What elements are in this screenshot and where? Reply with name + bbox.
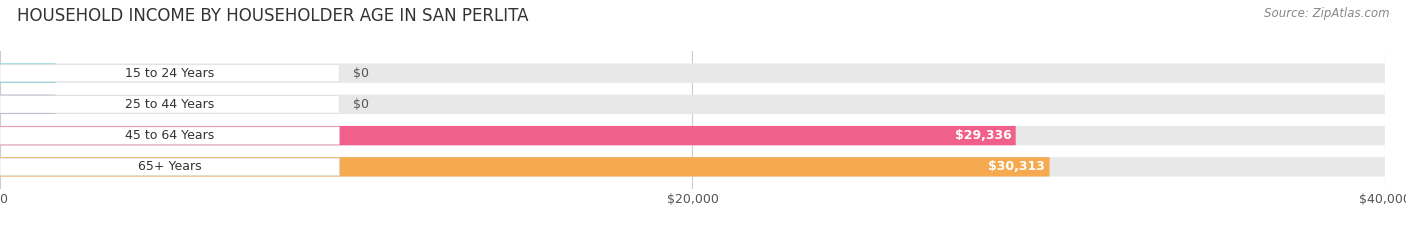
FancyBboxPatch shape	[0, 157, 1385, 177]
FancyBboxPatch shape	[0, 96, 339, 113]
Text: 15 to 24 Years: 15 to 24 Years	[125, 67, 214, 80]
FancyBboxPatch shape	[0, 95, 55, 114]
Text: 25 to 44 Years: 25 to 44 Years	[125, 98, 214, 111]
Text: $0: $0	[353, 98, 370, 111]
FancyBboxPatch shape	[0, 63, 55, 83]
Text: $0: $0	[353, 67, 370, 80]
FancyBboxPatch shape	[0, 158, 339, 176]
FancyBboxPatch shape	[0, 64, 339, 82]
Text: $29,336: $29,336	[955, 129, 1011, 142]
Text: $30,313: $30,313	[988, 160, 1046, 173]
FancyBboxPatch shape	[0, 127, 339, 144]
FancyBboxPatch shape	[0, 63, 1385, 83]
Text: 65+ Years: 65+ Years	[138, 160, 201, 173]
FancyBboxPatch shape	[0, 126, 1385, 145]
Text: Source: ZipAtlas.com: Source: ZipAtlas.com	[1264, 7, 1389, 20]
Text: 45 to 64 Years: 45 to 64 Years	[125, 129, 214, 142]
FancyBboxPatch shape	[0, 95, 1385, 114]
FancyBboxPatch shape	[0, 157, 1049, 177]
Text: HOUSEHOLD INCOME BY HOUSEHOLDER AGE IN SAN PERLITA: HOUSEHOLD INCOME BY HOUSEHOLDER AGE IN S…	[17, 7, 529, 25]
FancyBboxPatch shape	[0, 126, 1015, 145]
